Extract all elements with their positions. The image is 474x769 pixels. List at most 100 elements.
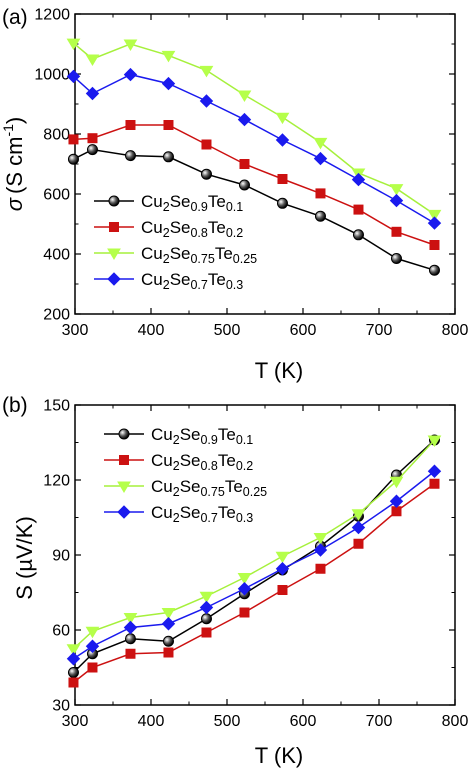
legend-label-part: Te: [208, 192, 226, 211]
legend-label-part: Se: [180, 451, 201, 470]
data-point-a-1-4: [201, 139, 212, 150]
legend-label-part: Se: [180, 477, 201, 496]
data-point-a-0-2: [124, 150, 136, 162]
legend-label-part: 0.3: [236, 511, 253, 525]
data-point-a-0-7: [314, 210, 326, 222]
data-point-b-1-5: [239, 607, 250, 618]
legend-label-part: 2: [173, 511, 180, 525]
legend-label-a-0: Cu2Se0.9Te0.1: [141, 192, 243, 214]
y-axis-title-exponent: -1: [0, 124, 16, 137]
data-point-b-2-0: [66, 644, 81, 656]
y-tick-label: 200: [43, 307, 70, 324]
legend-label-part: Te: [218, 425, 236, 444]
data-point-b-3-5: [237, 582, 252, 596]
legend-label-part: 0.8: [190, 226, 207, 240]
data-point-b-3-2: [123, 620, 138, 635]
x-tick-label: 300: [62, 713, 89, 730]
legend-label-part: 0.75: [190, 252, 214, 266]
legend-label-part: 0.1: [236, 433, 253, 447]
y-tick-label: 1000: [34, 67, 70, 84]
data-point-b-2-7: [313, 533, 328, 545]
data-point-a-3-1: [85, 86, 100, 101]
panel-label-a: (a): [2, 6, 28, 29]
data-point-a-0-9: [390, 253, 402, 264]
data-point-a-3-2: [123, 67, 138, 82]
data-point-b-1-10: [429, 478, 440, 489]
data-point-b-0-2: [124, 633, 136, 645]
legend-label-part: Se: [180, 503, 201, 522]
plot-frame-b: [74, 404, 456, 706]
y-axis-title-unit: (S cm: [2, 137, 27, 194]
data-point-a-0-6: [276, 197, 288, 209]
x-axis-title-b: T (K): [255, 743, 303, 768]
data-point-b-3-4: [199, 600, 214, 615]
data-point-b-2-2: [123, 613, 138, 625]
data-point-b-1-9: [391, 506, 402, 517]
data-point-b-2-9: [389, 476, 404, 489]
legend-label-part: Cu: [141, 218, 163, 237]
data-point-b-1-8: [353, 538, 364, 549]
data-point-a-1-1: [87, 133, 98, 144]
data-point-b-3-0: [66, 652, 81, 666]
data-point-a-3-3: [161, 76, 176, 91]
x-tick-label: 800: [442, 322, 469, 339]
x-tick-label: 500: [214, 713, 241, 730]
legend-label-part: 0.2: [236, 459, 253, 473]
y-tick-label: 120: [43, 473, 70, 490]
legend-label-part: Te: [208, 270, 226, 289]
data-point-a-0-8: [352, 229, 364, 241]
legend-marker-b-1: [119, 455, 129, 465]
data-point-a-1-3: [163, 120, 174, 130]
data-point-a-1-10: [429, 240, 440, 250]
legend-label-b-1: Cu2Se0.8Te0.2: [151, 451, 253, 473]
data-point-b-0-0: [67, 667, 79, 678]
data-point-a-1-5: [239, 159, 250, 169]
data-point-a-3-4: [199, 94, 214, 108]
plot-frame-a: [74, 13, 456, 315]
legend-label-part: Cu: [151, 503, 173, 522]
legend-label-part: 0.25: [243, 485, 267, 499]
data-point-b-1-6: [277, 585, 288, 595]
legend-label-part: Se: [170, 192, 191, 211]
data-point-b-1-7: [315, 563, 326, 574]
data-point-b-2-1: [85, 626, 100, 639]
legend-label-part: Cu: [151, 477, 173, 496]
x-tick-label: 800: [442, 713, 469, 730]
data-point-a-0-5: [238, 179, 250, 191]
y-tick-label: 30: [52, 698, 70, 715]
legend-label-a-3: Cu2Se0.7Te0.3: [141, 270, 243, 292]
data-point-a-2-5: [237, 90, 252, 102]
y-tick-label: 150: [43, 398, 70, 415]
x-tick-label: 700: [366, 322, 393, 339]
data-point-a-2-2: [123, 39, 138, 51]
data-point-a-2-1: [85, 54, 100, 66]
data-point-b-0-4: [200, 613, 212, 625]
x-axis-title-a: T (K): [255, 358, 303, 383]
data-point-a-2-10: [427, 209, 442, 222]
legend-label-part: 2: [173, 485, 180, 499]
data-point-a-0-4: [200, 168, 212, 180]
data-point-a-1-6: [277, 174, 288, 184]
legend-label-part: 2: [163, 226, 170, 240]
legend-label-b-0: Cu2Se0.9Te0.1: [151, 425, 253, 447]
data-point-a-0-1: [86, 144, 98, 156]
y-tick-label: 400: [43, 247, 70, 264]
data-point-a-3-0: [66, 69, 81, 84]
data-point-b-3-3: [161, 617, 176, 631]
data-point-a-0-0: [67, 153, 79, 165]
legend-label-part: 0.9: [190, 200, 207, 214]
data-point-a-2-9: [389, 184, 404, 196]
y-tick-label: 600: [43, 187, 70, 204]
data-point-a-3-5: [237, 112, 252, 127]
data-point-a-2-0: [66, 38, 81, 51]
y-tick-label: 800: [43, 127, 70, 144]
legend-label-part: 2: [163, 200, 170, 214]
x-tick-label: 600: [290, 713, 317, 730]
data-point-b-1-2: [125, 648, 136, 659]
legend-label-part: 2: [163, 278, 170, 292]
data-point-a-3-8: [351, 172, 366, 187]
data-point-a-3-10: [427, 216, 442, 230]
y-axis-title-symbol: σ: [2, 197, 27, 211]
legend-label-b-3: Cu2Se0.7Te0.3: [151, 503, 253, 525]
legend-label-part: Te: [208, 218, 226, 237]
